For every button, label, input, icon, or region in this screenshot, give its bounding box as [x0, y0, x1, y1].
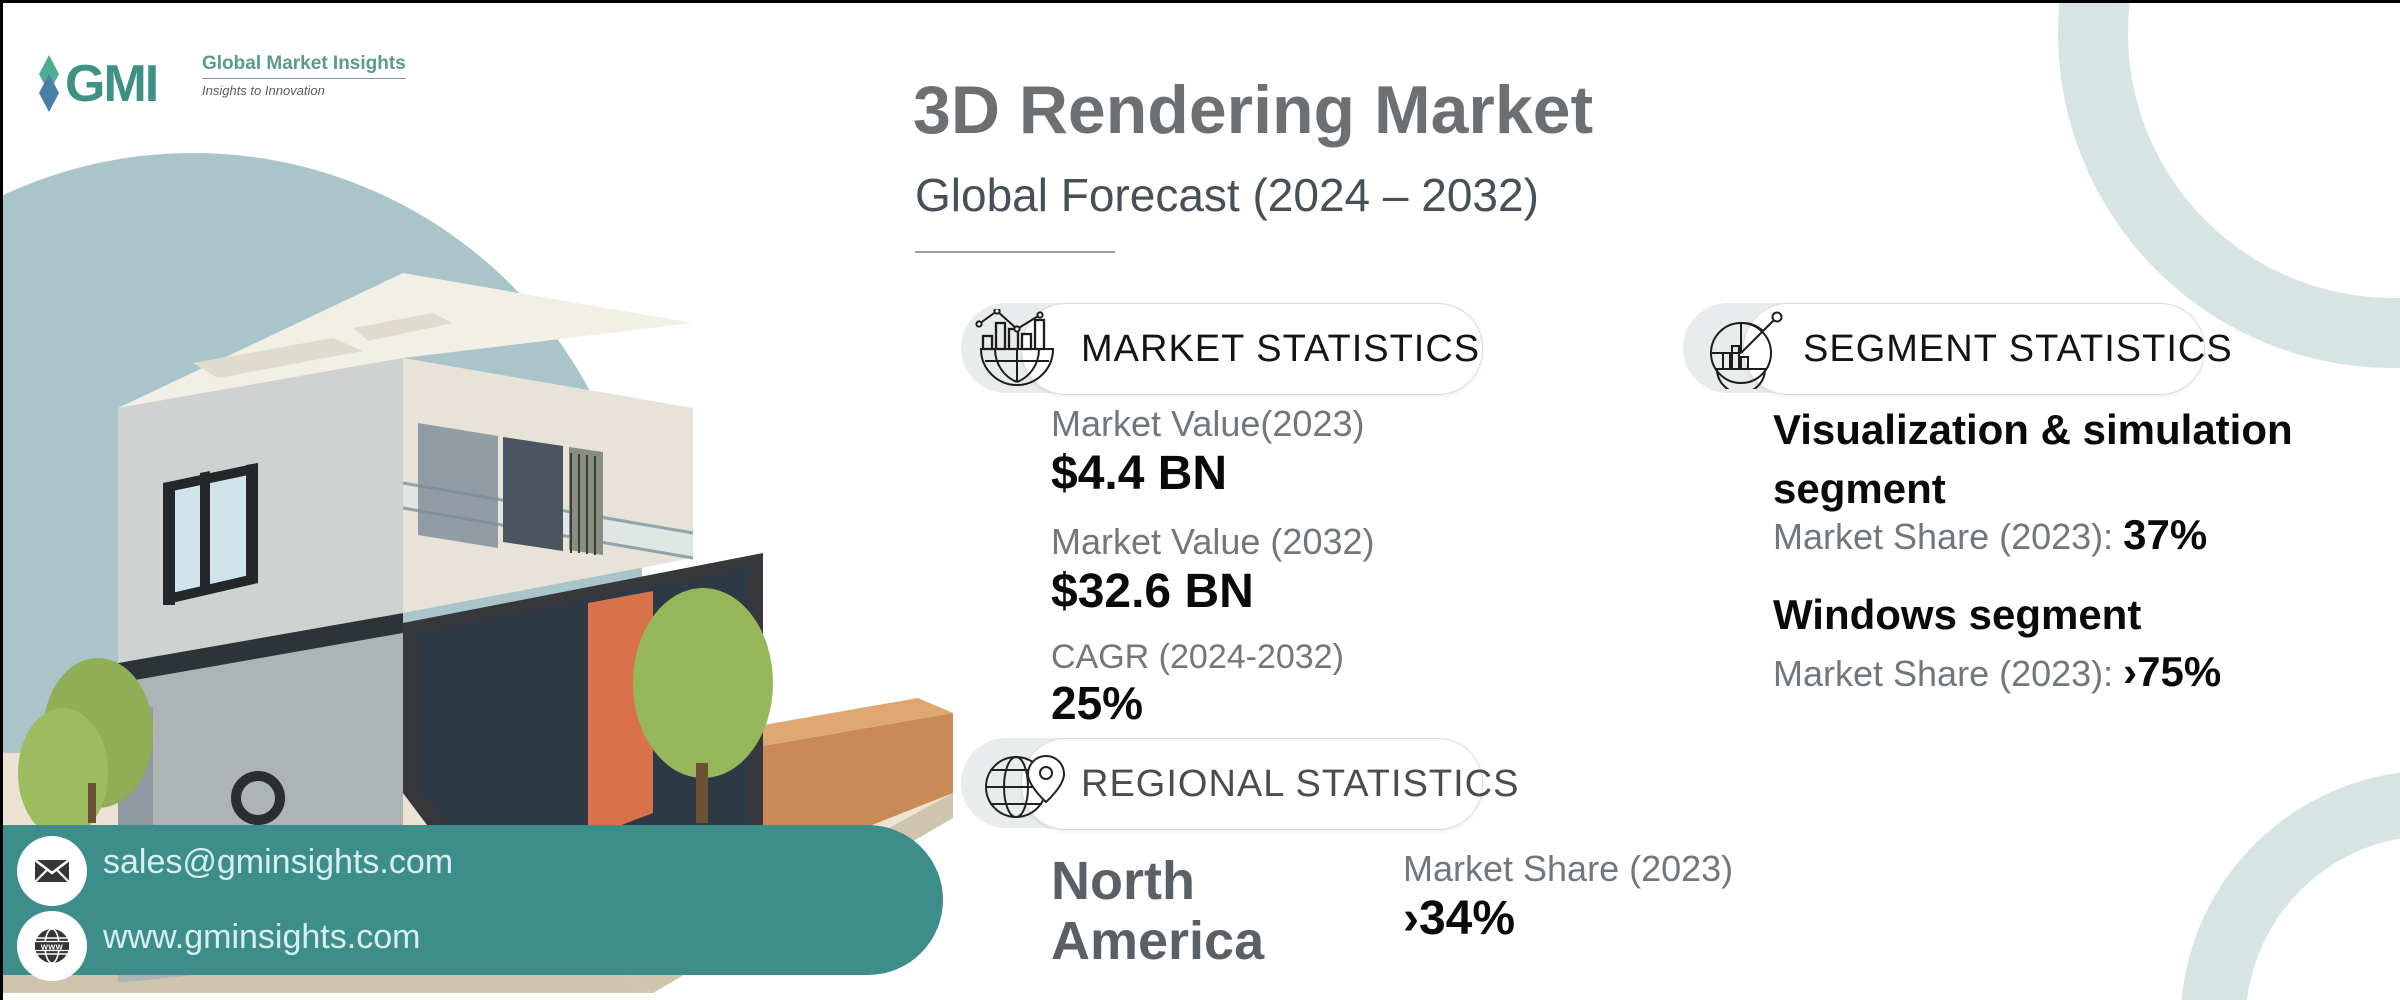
svg-text:WWW: WWW [41, 943, 64, 952]
svg-text:GMI: GMI [65, 55, 157, 113]
